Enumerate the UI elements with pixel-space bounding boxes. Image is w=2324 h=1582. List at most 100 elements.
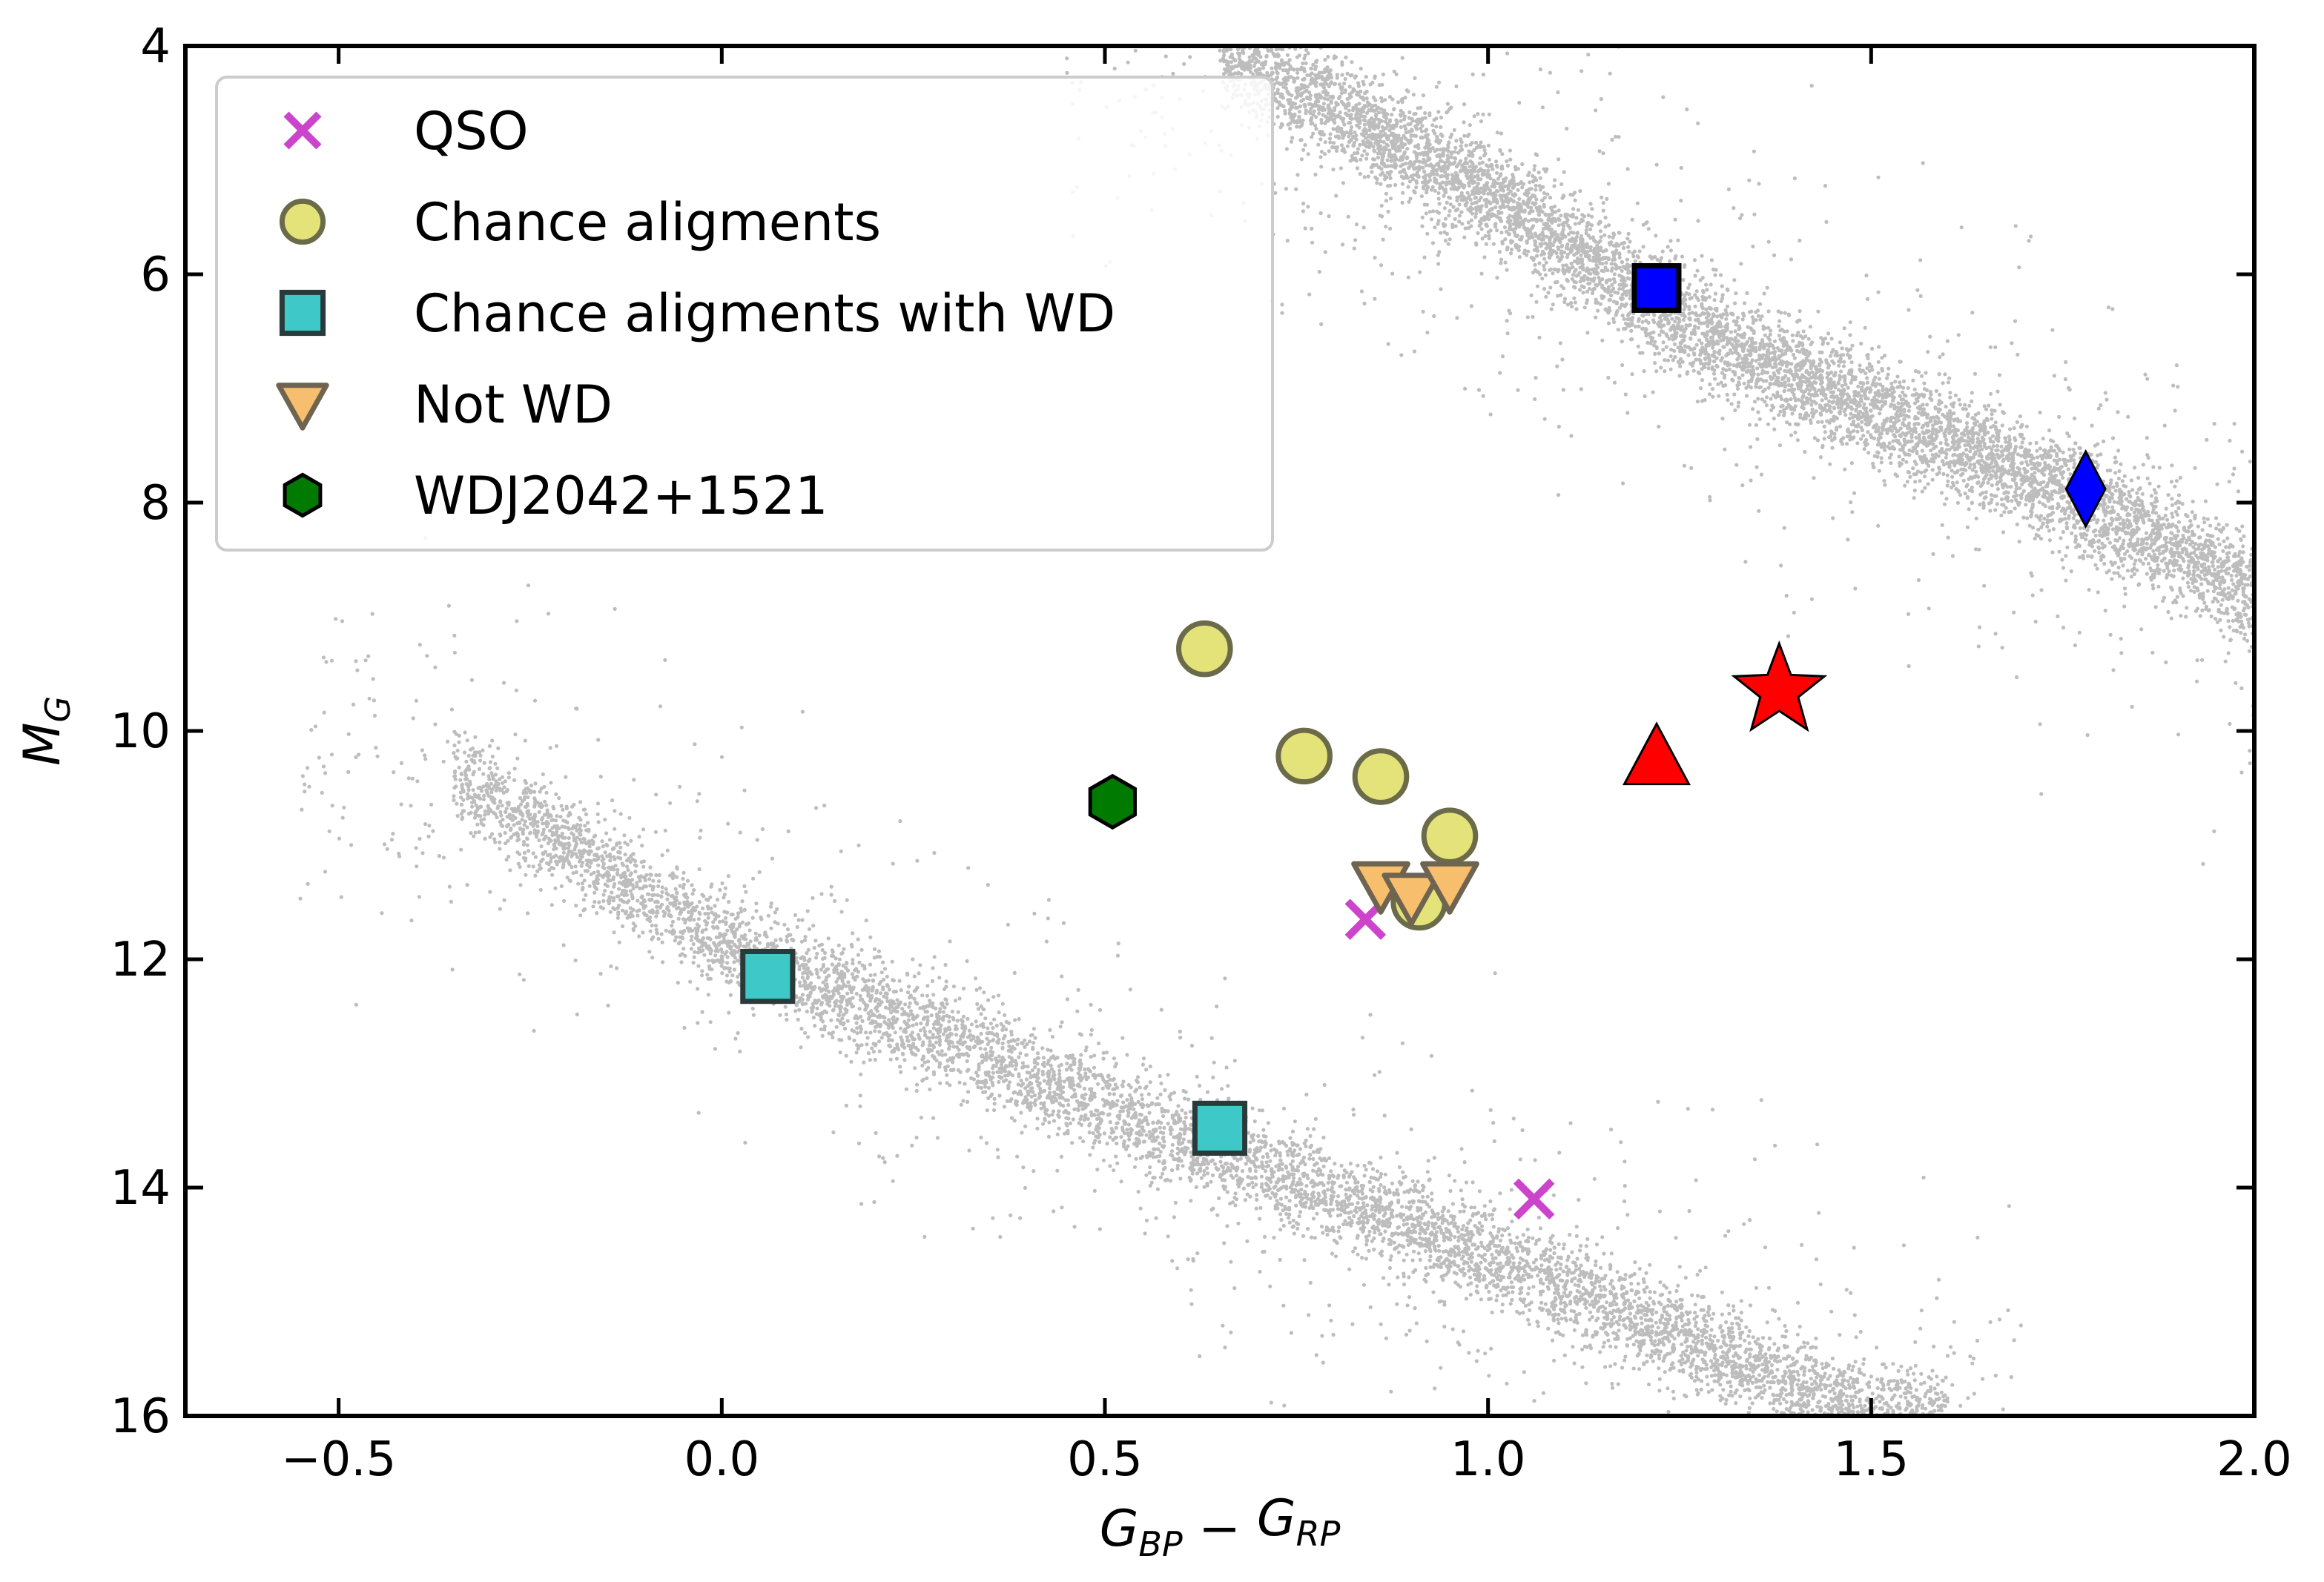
background-point (2169, 616, 2173, 620)
background-point (2110, 527, 2116, 532)
background-point (2108, 481, 2113, 486)
background-point (1714, 308, 1719, 313)
background-point (1873, 384, 1878, 388)
background-point (1967, 507, 1971, 512)
background-point (1304, 47, 1309, 53)
background-point (1861, 434, 1866, 438)
background-point (1703, 356, 1708, 360)
background-point (2050, 497, 2054, 501)
background-point (1347, 96, 1352, 100)
background-point (1575, 231, 1580, 235)
background-point (1454, 139, 1459, 143)
background-point (1384, 191, 1388, 196)
background-point (1534, 299, 1539, 304)
background-point (2149, 494, 2154, 498)
background-point (2176, 506, 2181, 511)
background-point (1944, 437, 1949, 443)
background-point (2105, 537, 2110, 541)
background-point (1694, 313, 1699, 317)
background-point (1947, 447, 1952, 451)
background-point (1470, 207, 1475, 211)
background-point (1601, 208, 1605, 213)
background-point (2116, 565, 2121, 570)
background-point (1717, 394, 1721, 398)
background-point (1445, 173, 1449, 178)
background-point (1901, 457, 1905, 462)
background-point (2180, 547, 2185, 552)
background-point (1241, 60, 1245, 64)
background-point (1576, 208, 1580, 212)
background-point (1920, 449, 1924, 453)
background-point (2061, 530, 2065, 534)
background-point (2051, 527, 2056, 532)
background-point (2106, 528, 2110, 532)
background-point (1353, 130, 1357, 135)
background-point (1543, 273, 1548, 277)
background-point (1777, 371, 1781, 375)
background-point (1720, 293, 1725, 297)
background-point (2148, 481, 2152, 486)
background-point (2140, 492, 2145, 496)
background-point (1559, 284, 1564, 288)
background-point (1930, 468, 1935, 472)
background-point (1257, 67, 1261, 71)
background-point (1516, 248, 1521, 253)
background-point (1907, 408, 1911, 413)
background-point (2198, 614, 2202, 618)
background-point (1814, 390, 1818, 394)
background-point (2052, 449, 2056, 453)
background-point (1735, 357, 1740, 362)
background-point (1981, 465, 1985, 469)
background-point (2164, 540, 2169, 545)
background-point (2004, 440, 2008, 444)
background-point (1347, 108, 1351, 113)
background-point (1902, 439, 1907, 443)
background-point (1841, 442, 1845, 446)
background-point (1990, 483, 1994, 488)
background-point (1771, 393, 1776, 397)
background-point (1327, 149, 1331, 153)
background-point (1681, 317, 1686, 322)
background-point (1607, 234, 1611, 239)
background-point (1820, 342, 1825, 346)
background-point (1528, 208, 1533, 213)
background-point (1952, 417, 1957, 422)
background-point (2162, 595, 2166, 600)
background-point (1419, 136, 1423, 140)
background-point (1370, 170, 1374, 174)
background-point (1865, 414, 1869, 419)
background-point (1367, 107, 1371, 113)
background-point (2107, 569, 2111, 573)
background-point (1603, 215, 1608, 220)
background-point (1735, 386, 1740, 391)
background-point (2243, 583, 2248, 587)
background-point (1423, 110, 1427, 116)
background-point (1359, 157, 1363, 162)
background-point (1572, 296, 1577, 300)
background-point (1865, 376, 1869, 380)
background-point (1688, 282, 1692, 287)
background-point (1577, 271, 1582, 275)
background-point (1586, 213, 1591, 217)
background-point (1502, 225, 1507, 230)
background-point (1502, 177, 1506, 182)
background-point (1979, 424, 1984, 429)
background-point (1594, 315, 1598, 320)
background-point (1720, 296, 1725, 300)
background-point (1605, 196, 1609, 201)
background-point (1795, 438, 1800, 443)
background-point (1533, 262, 1537, 267)
background-point (2222, 594, 2227, 598)
background-point (1311, 62, 1315, 67)
background-point (1808, 397, 1812, 401)
background-point (1350, 108, 1356, 113)
background-point (2067, 516, 2071, 520)
background-point (1941, 381, 1945, 385)
background-point (2169, 547, 2173, 552)
background-point (2014, 497, 2018, 503)
background-point (1743, 301, 1747, 305)
background-point (1957, 397, 1961, 402)
background-point (1494, 163, 1499, 168)
background-point (1899, 462, 1904, 466)
background-point (1756, 397, 1760, 401)
